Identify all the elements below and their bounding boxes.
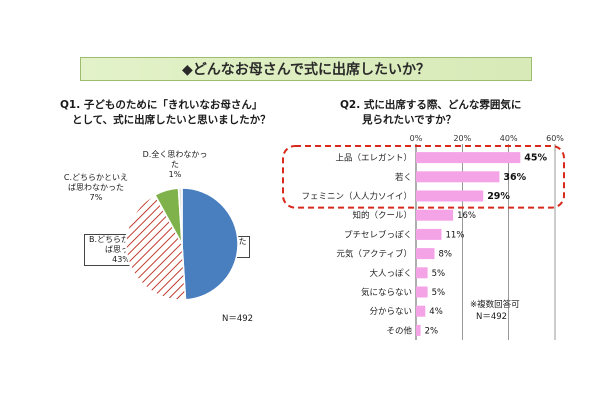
pie-slice-a [181, 187, 239, 301]
bar [416, 324, 421, 336]
category-label: 知的（クール） [352, 210, 412, 221]
bar [416, 286, 428, 298]
pie-label-d: D.全く思わなかっ た 1% [142, 150, 208, 179]
title-banner: ◆どんなお母さんで式に出席したいか？ [80, 57, 532, 81]
pie-slice-d [177, 187, 183, 245]
q2-question: Q2. 式に出席する際、どんな雰囲気に 見られたいですか？ [340, 98, 580, 128]
category-label: 元気（アクティブ） [336, 249, 412, 260]
value-label: 4% [429, 307, 443, 317]
value-label: 36% [503, 172, 526, 183]
x-tick-label: 40% [500, 134, 518, 143]
q2-line1: Q2. 式に出席する際、どんな雰囲気に [340, 99, 522, 111]
category-label: フェミニン（人人力ソイイ） [301, 191, 412, 202]
q1-question: Q1. 子どものために「きれいなお母さん」 として、式に出席したいと思いましたか… [60, 98, 290, 128]
category-label: 分からない [369, 307, 412, 317]
bar [416, 228, 442, 240]
bar [416, 171, 500, 183]
q1-line2: として、式に出席したいと思いましたか？ [72, 114, 271, 126]
category-label: その他 [386, 325, 412, 336]
value-label: 11% [446, 230, 465, 240]
value-label: 2% [425, 326, 439, 336]
q1-sample-size: N＝492 [222, 314, 254, 324]
category-label: 気にならない [361, 287, 412, 298]
q1-line1: Q1. 子どものために「きれいなお母さん」 [60, 99, 263, 111]
highlight-box [282, 145, 565, 209]
q2-line2: 見られたいですか？ [362, 114, 457, 126]
category-label: 上品（エレガント） [335, 153, 412, 164]
category-label: プチセレブっぽく [344, 229, 412, 240]
pie-label-c: C.どちらかといえ ば思わなかった 7% [63, 173, 129, 202]
value-label: 5% [432, 288, 446, 298]
category-label: 若く [395, 172, 412, 183]
value-label: 29% [487, 191, 510, 202]
bar [416, 305, 426, 317]
bar [416, 190, 484, 202]
x-tick-label: 20% [453, 134, 471, 143]
category-label: 大人っぽく [369, 268, 412, 279]
pie-slice-b [125, 193, 187, 301]
bar-chart: 0% 20% 40% 60% 上品（エレガント） 45% 若く 36% フェミニン（人人力ソイイ… [282, 134, 565, 340]
x-tick-label: 0% [410, 134, 423, 143]
bar [416, 248, 435, 260]
bar [416, 267, 428, 279]
x-tick-label: 60% [546, 134, 564, 143]
bar [416, 152, 521, 164]
value-label: 16% [457, 211, 476, 221]
value-label: 5% [432, 269, 446, 279]
bar [416, 209, 454, 221]
value-label: 45% [524, 153, 547, 164]
q2-sample-size: N＝492 [476, 312, 508, 322]
page-title: ◆どんなお母さんで式に出席したいか？ [181, 62, 431, 78]
pie-chart [125, 187, 239, 301]
value-label: 8% [439, 250, 453, 260]
q2-note: ※複数回答可 [470, 300, 520, 310]
